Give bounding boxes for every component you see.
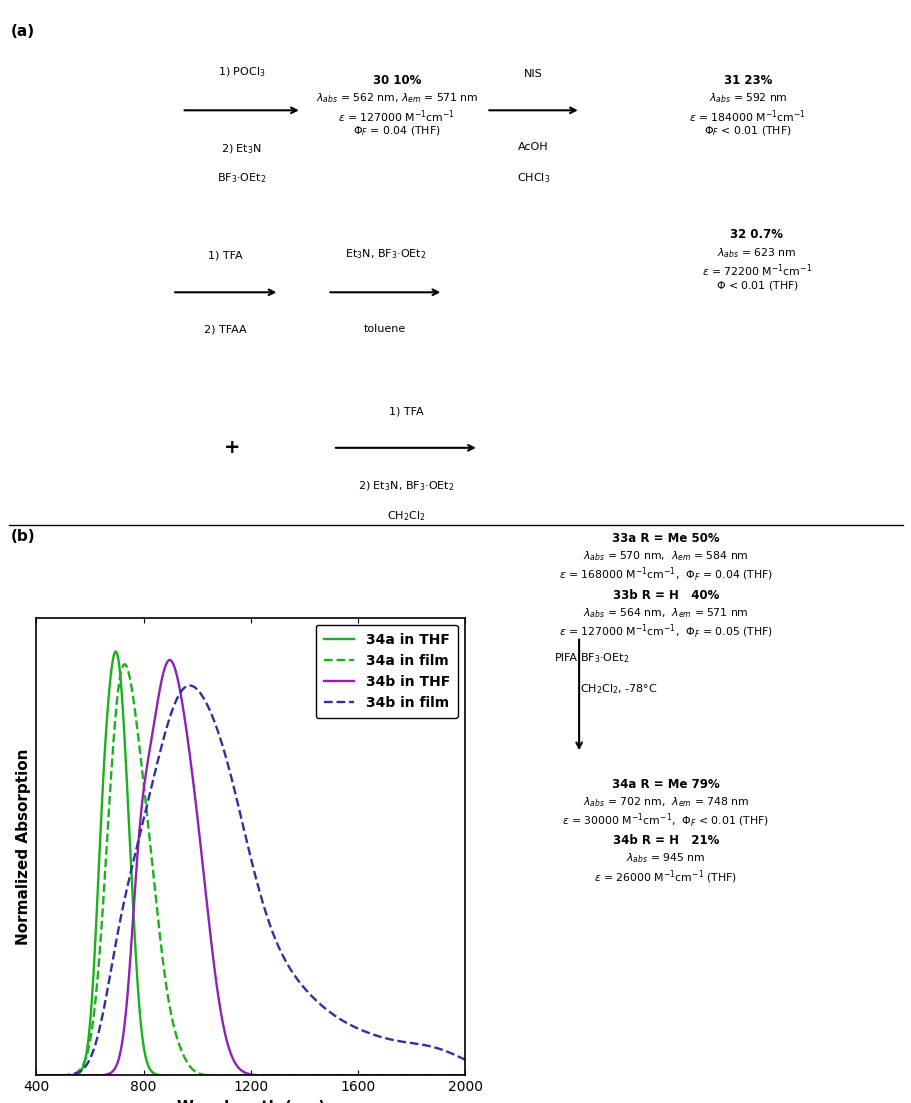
Text: 34b R = H   21%: 34b R = H 21%	[612, 834, 718, 847]
34a in film	[119, 657, 130, 671]
34a in film	[473, 1069, 484, 1082]
Text: 1) POCl$_3$: 1) POCl$_3$	[218, 65, 265, 78]
34b in film	[200, 695, 210, 708]
34b in film	[184, 678, 195, 692]
Text: $\lambda_{abs}$ = 570 nm,  $\lambda_{em}$ = 584 nm: $\lambda_{abs}$ = 570 nm, $\lambda_{em}$…	[582, 549, 748, 564]
Text: $\Phi$ < 0.01 (THF): $\Phi$ < 0.01 (THF)	[715, 279, 797, 292]
34a in film	[111, 696, 122, 709]
Text: BF$_3$·OEt$_2$: BF$_3$·OEt$_2$	[580, 652, 630, 665]
34b in film	[394, 1035, 405, 1048]
Text: PIFA: PIFA	[554, 653, 578, 664]
34b in film	[296, 978, 307, 992]
Text: 2) Et$_3$N: 2) Et$_3$N	[221, 142, 261, 156]
Line: 34a in film: 34a in film	[36, 664, 478, 1075]
34b in THF	[200, 884, 210, 897]
Text: $\varepsilon$ = 72200 M$^{-1}$cm$^{-1}$: $\varepsilon$ = 72200 M$^{-1}$cm$^{-1}$	[701, 263, 811, 279]
Text: $\varepsilon$ = 30000 M$^{-1}$cm$^{-1}$,  $\Phi_F$ < 0.01 (THF): $\varepsilon$ = 30000 M$^{-1}$cm$^{-1}$,…	[561, 812, 769, 831]
Text: +: +	[224, 438, 241, 458]
Text: $\lambda_{abs}$ = 623 nm: $\lambda_{abs}$ = 623 nm	[716, 246, 796, 260]
Text: 2) Et$_3$N, BF$_3$·OEt$_2$: 2) Et$_3$N, BF$_3$·OEt$_2$	[357, 480, 454, 493]
34b in film	[473, 1059, 484, 1072]
Text: $\lambda_{abs}$ = 702 nm,  $\lambda_{em}$ = 748 nm: $\lambda_{abs}$ = 702 nm, $\lambda_{em}$…	[582, 795, 748, 810]
34b in THF	[164, 653, 175, 666]
Text: AcOH: AcOH	[517, 142, 548, 152]
Legend: 34a in THF, 34a in film, 34b in THF, 34b in film: 34a in THF, 34a in film, 34b in THF, 34b…	[315, 624, 457, 718]
Text: 30 10%: 30 10%	[372, 74, 421, 87]
34a in film	[31, 1069, 42, 1082]
Text: 1) TFA: 1) TFA	[209, 250, 242, 260]
34a in THF	[394, 1069, 405, 1082]
Text: Et$_3$N, BF$_3$·OEt$_2$: Et$_3$N, BF$_3$·OEt$_2$	[344, 247, 425, 260]
Text: $\varepsilon$ = 127000 M$^{-1}$cm$^{-1}$,  $\Phi_F$ = 0.05 (THF): $\varepsilon$ = 127000 M$^{-1}$cm$^{-1}$…	[558, 623, 772, 642]
Text: 33b R = H   40%: 33b R = H 40%	[612, 589, 718, 602]
Line: 34b in THF: 34b in THF	[36, 660, 478, 1075]
Text: 33a R = Me 50%: 33a R = Me 50%	[611, 532, 719, 545]
34a in THF	[110, 645, 121, 658]
Text: NIS: NIS	[524, 68, 542, 78]
34b in film	[111, 932, 122, 945]
Text: $\lambda_{abs}$ = 592 nm: $\lambda_{abs}$ = 592 nm	[708, 92, 786, 106]
34b in THF	[111, 1058, 122, 1071]
34a in film	[200, 1069, 210, 1082]
34a in film	[394, 1069, 405, 1082]
34a in THF	[200, 1069, 210, 1082]
34a in film	[361, 1069, 372, 1082]
34a in THF	[473, 1069, 484, 1082]
Line: 34b in film: 34b in film	[36, 685, 478, 1075]
34a in THF	[31, 1069, 42, 1082]
Text: $\lambda_{abs}$ = 564 nm,  $\lambda_{em}$ = 571 nm: $\lambda_{abs}$ = 564 nm, $\lambda_{em}$…	[582, 607, 748, 621]
34b in THF	[31, 1069, 42, 1082]
34a in THF	[296, 1069, 307, 1082]
34b in film	[31, 1069, 42, 1082]
34a in THF	[361, 1069, 372, 1082]
34b in THF	[296, 1069, 307, 1082]
Text: $\varepsilon$ = 127000 M$^{-1}$cm$^{-1}$: $\varepsilon$ = 127000 M$^{-1}$cm$^{-1}$	[338, 108, 455, 125]
34b in film	[361, 1026, 372, 1039]
34b in THF	[473, 1069, 484, 1082]
Text: $\Phi_F$ = 0.04 (THF): $\Phi_F$ = 0.04 (THF)	[353, 125, 440, 138]
34b in THF	[318, 1069, 329, 1082]
Y-axis label: Normalized Absorption: Normalized Absorption	[15, 748, 31, 945]
Text: CHCl$_3$: CHCl$_3$	[517, 171, 549, 185]
Text: $\varepsilon$ = 168000 M$^{-1}$cm$^{-1}$,  $\Phi_F$ = 0.04 (THF): $\varepsilon$ = 168000 M$^{-1}$cm$^{-1}$…	[558, 566, 772, 585]
34b in THF	[394, 1069, 405, 1082]
Text: $\varepsilon$ = 184000 M$^{-1}$cm$^{-1}$: $\varepsilon$ = 184000 M$^{-1}$cm$^{-1}$	[689, 108, 805, 125]
Text: BF$_3$·OEt$_2$: BF$_3$·OEt$_2$	[217, 171, 266, 185]
Text: CH$_2$Cl$_2$: CH$_2$Cl$_2$	[386, 508, 425, 523]
Text: 2) TFAA: 2) TFAA	[204, 324, 247, 334]
X-axis label: Wavelength (nm): Wavelength (nm)	[177, 1100, 324, 1103]
Text: $\lambda_{abs}$ = 562 nm, $\lambda_{em}$ = 571 nm: $\lambda_{abs}$ = 562 nm, $\lambda_{em}$…	[315, 92, 477, 106]
34b in film	[318, 1000, 329, 1014]
Text: 1) TFA: 1) TFA	[388, 406, 423, 416]
Line: 34a in THF: 34a in THF	[36, 652, 478, 1075]
34a in film	[318, 1069, 329, 1082]
Text: (b): (b)	[11, 529, 36, 545]
34a in film	[296, 1069, 307, 1082]
Text: $\Phi_F$ < 0.01 (THF): $\Phi_F$ < 0.01 (THF)	[703, 125, 791, 138]
34a in THF	[111, 646, 122, 660]
Text: $\varepsilon$ = 26000 M$^{-1}$cm$^{-1}$ (THF): $\varepsilon$ = 26000 M$^{-1}$cm$^{-1}$ …	[593, 868, 737, 886]
Text: CH$_2$Cl$_2$, -78°C: CH$_2$Cl$_2$, -78°C	[580, 682, 658, 696]
34a in THF	[318, 1069, 329, 1082]
Text: 31 23%: 31 23%	[722, 74, 772, 87]
Text: 32 0.7%: 32 0.7%	[730, 228, 783, 242]
Text: (a): (a)	[11, 24, 35, 40]
Text: 34a R = Me 79%: 34a R = Me 79%	[611, 778, 719, 791]
34b in THF	[361, 1069, 372, 1082]
Text: toluene: toluene	[363, 324, 406, 334]
Text: $\lambda_{abs}$ = 945 nm: $\lambda_{abs}$ = 945 nm	[625, 852, 705, 866]
